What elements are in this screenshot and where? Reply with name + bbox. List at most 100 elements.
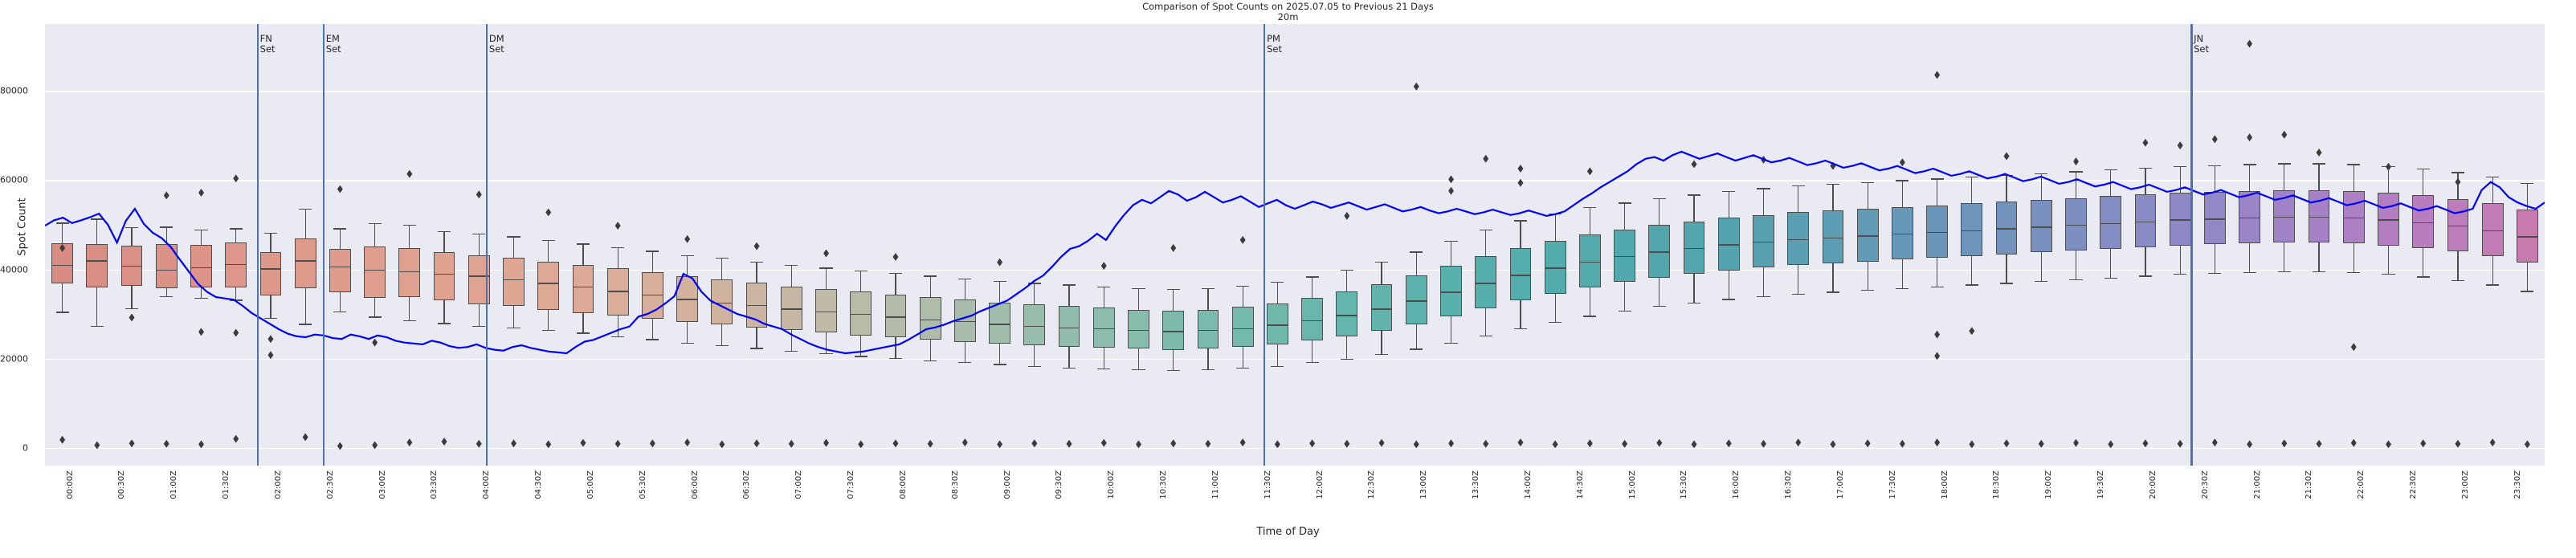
box[interactable] — [398, 247, 421, 297]
whisker-cap — [1063, 284, 1076, 286]
box[interactable] — [1197, 309, 1219, 349]
box[interactable] — [1683, 221, 1705, 275]
box[interactable] — [1648, 225, 1671, 278]
whisker-cap — [263, 233, 277, 234]
box[interactable] — [2378, 193, 2399, 246]
box[interactable] — [2169, 193, 2191, 246]
box[interactable] — [1926, 205, 1948, 259]
box[interactable] — [2203, 191, 2226, 245]
box[interactable] — [1440, 266, 1462, 317]
box[interactable] — [745, 283, 768, 328]
box[interactable] — [1336, 291, 1358, 336]
box[interactable] — [1301, 298, 1323, 341]
box[interactable] — [2516, 210, 2538, 263]
box[interactable] — [1058, 306, 1080, 348]
outlier-marker — [892, 253, 899, 261]
box[interactable] — [953, 299, 976, 342]
box[interactable] — [606, 268, 629, 316]
box[interactable] — [1544, 241, 1566, 294]
x-tick-label: 07:00Z — [794, 470, 804, 499]
box[interactable] — [1961, 203, 1983, 256]
box[interactable] — [1092, 308, 1115, 348]
box[interactable] — [572, 265, 594, 313]
box[interactable] — [1231, 307, 1254, 348]
x-axis-label: Time of Day — [1256, 526, 1320, 538]
box[interactable] — [919, 297, 941, 340]
box[interactable] — [1578, 234, 1601, 287]
box[interactable] — [1995, 202, 2018, 255]
box[interactable] — [1753, 214, 1774, 268]
box[interactable] — [815, 289, 837, 333]
box[interactable] — [259, 252, 282, 295]
outlier-marker — [511, 439, 516, 448]
box[interactable] — [294, 238, 316, 288]
box[interactable] — [364, 246, 386, 299]
median-line — [1683, 247, 1705, 250]
x-tick-label: 13:00Z — [1419, 470, 1429, 499]
x-tick-label: 17:30Z — [1888, 470, 1897, 499]
whisker-cap — [125, 308, 139, 310]
box[interactable] — [1023, 303, 1046, 345]
box[interactable] — [1370, 284, 1393, 332]
box[interactable] — [2481, 203, 2504, 256]
line-series-layer — [45, 150, 2545, 355]
box[interactable] — [2447, 198, 2469, 252]
box[interactable] — [1856, 209, 1879, 262]
whisker-cap — [1305, 362, 1319, 364]
box[interactable] — [2134, 194, 2157, 247]
box[interactable] — [503, 258, 525, 307]
whisker-cap — [507, 236, 521, 238]
box[interactable] — [1614, 229, 1635, 283]
box[interactable] — [1128, 309, 1149, 349]
box[interactable] — [433, 252, 455, 301]
outlier-marker — [1448, 439, 1454, 448]
box[interactable] — [329, 249, 351, 293]
box[interactable] — [850, 291, 872, 336]
whisker-cap — [1027, 365, 1041, 367]
box[interactable] — [780, 286, 802, 331]
box[interactable] — [1475, 255, 1497, 309]
outlier-marker — [2524, 440, 2530, 449]
box[interactable] — [2342, 190, 2365, 244]
box[interactable] — [1266, 303, 1288, 344]
median-line — [2481, 230, 2504, 231]
whisker-cap — [1410, 348, 1423, 350]
box[interactable] — [1891, 206, 1913, 260]
box[interactable] — [1822, 210, 1844, 263]
whisker-cap — [2347, 164, 2361, 165]
outlier-marker — [1170, 439, 1177, 448]
outlier-marker — [406, 438, 413, 447]
outlier-marker — [2350, 343, 2357, 352]
box[interactable] — [884, 294, 907, 337]
box[interactable] — [1405, 275, 1427, 325]
outlier-marker — [2455, 177, 2461, 186]
box[interactable] — [1509, 247, 1532, 301]
box[interactable] — [2065, 198, 2087, 251]
whisker-cap — [194, 298, 208, 299]
box[interactable] — [190, 245, 212, 287]
outlier-marker — [961, 438, 968, 447]
outlier-marker — [1205, 439, 1211, 448]
box[interactable] — [1787, 212, 1810, 265]
box[interactable] — [1717, 218, 1740, 271]
whisker-cap — [2347, 271, 2361, 274]
box[interactable] — [1162, 310, 1185, 350]
box[interactable] — [86, 244, 108, 287]
box[interactable] — [2239, 190, 2260, 244]
outlier-marker — [2003, 439, 2010, 448]
outlier-marker — [1031, 439, 1038, 448]
annotation-label-dm-set: DM Set — [488, 33, 504, 55]
box[interactable] — [537, 261, 560, 310]
median-line — [2169, 219, 2191, 221]
gridline — [45, 447, 2545, 450]
chart-title-block: Comparison of Spot Counts on 2025.07.05 … — [0, 2, 2576, 22]
whisker-cap — [1791, 185, 1805, 187]
box[interactable] — [2100, 196, 2122, 249]
box[interactable] — [2030, 199, 2052, 253]
box[interactable] — [2412, 195, 2435, 248]
annotation-line-dm-set — [485, 24, 488, 466]
whisker-cap — [680, 342, 694, 344]
outlier-marker — [1586, 167, 1593, 176]
median-line — [1162, 331, 1185, 332]
whisker-cap — [1132, 287, 1145, 290]
